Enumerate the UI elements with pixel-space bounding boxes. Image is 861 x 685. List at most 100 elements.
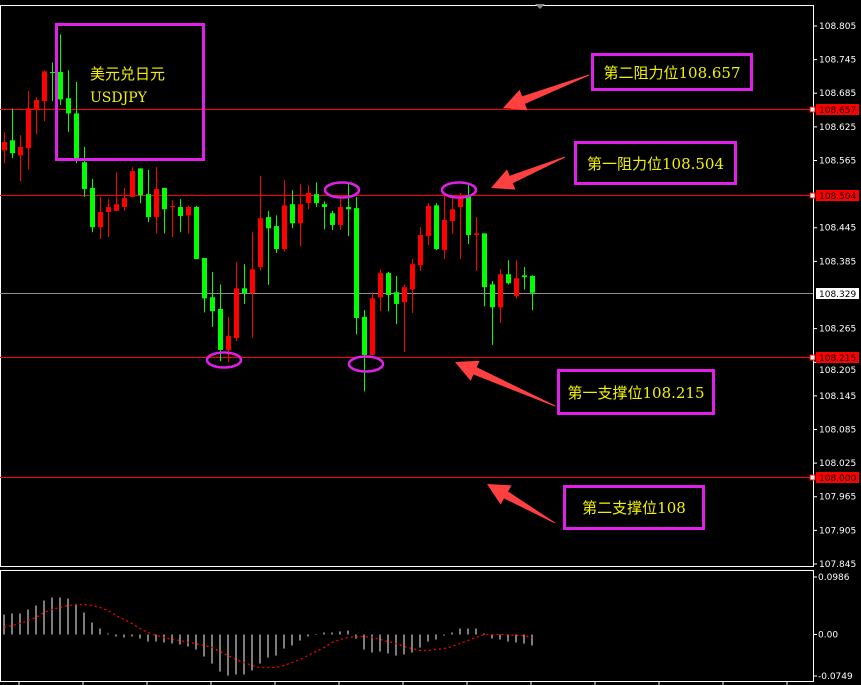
candle-body — [274, 226, 279, 250]
highlight-ellipse — [323, 181, 361, 199]
level-line-handle — [809, 192, 816, 199]
candle-body — [442, 219, 447, 251]
chart-shift-marker-icon — [535, 4, 545, 9]
indicator-panel-frame — [0, 570, 814, 682]
candle-body — [210, 297, 215, 312]
level-tag — [816, 190, 859, 201]
candle-body — [250, 269, 255, 294]
macd-signal-line — [3, 603, 533, 669]
candle-body — [34, 99, 39, 109]
highlight-ellipse — [205, 351, 243, 369]
level-tag — [816, 352, 859, 363]
candle-body — [282, 205, 287, 250]
candle-body — [186, 207, 191, 216]
candle-body — [66, 98, 71, 114]
price-tick-label: 108.445 — [819, 224, 856, 234]
candle-body — [410, 264, 415, 290]
highlight-ellipse — [347, 355, 385, 373]
candle-body — [146, 194, 151, 218]
candle-body — [370, 298, 375, 355]
candle-body — [242, 288, 247, 294]
macd-tick-label: 0.00 — [818, 631, 838, 641]
level-line-handle — [809, 106, 816, 113]
price-tick-label: 108.685 — [819, 89, 856, 99]
highlight-ellipse — [440, 181, 478, 199]
candle-body — [394, 292, 399, 304]
candle-body — [322, 204, 327, 208]
candle-body — [386, 273, 391, 295]
candle-body — [346, 207, 351, 210]
candle-body — [362, 316, 367, 355]
arrow-icon — [491, 156, 566, 190]
price-tick-label: 108.565 — [819, 156, 856, 166]
candle-body — [90, 187, 95, 228]
candle-body — [154, 189, 159, 218]
candle-body — [306, 192, 311, 204]
support-1-label: 第一支撑位108.215 — [557, 369, 715, 415]
candle-body — [506, 274, 511, 284]
level-tag-label: 108.000 — [819, 474, 856, 484]
price-tick-label: 108.625 — [819, 123, 856, 133]
main-panel-frame — [0, 5, 814, 567]
candle-body — [466, 195, 471, 236]
candle-body — [226, 335, 231, 350]
candle-body — [426, 205, 431, 237]
candle-body — [314, 194, 319, 204]
candle-body — [50, 71, 55, 74]
candle-body — [266, 217, 271, 229]
candle-body — [122, 198, 127, 208]
candle-body — [474, 233, 479, 236]
level-tag-label: 108.657 — [819, 106, 856, 116]
candle-body — [106, 207, 111, 213]
price-tick-label: 108.805 — [819, 22, 856, 32]
candle-body — [114, 204, 119, 211]
candle-body — [234, 288, 239, 339]
candle-body — [530, 275, 535, 293]
price-tick-label: 108.385 — [819, 257, 856, 267]
candle-body — [130, 171, 135, 197]
candle-body — [482, 233, 487, 288]
price-tick-label: 108.025 — [819, 459, 856, 469]
candle-body — [2, 142, 7, 151]
candle-body — [458, 196, 463, 208]
price-tick-label: 107.845 — [819, 560, 856, 570]
candle-body — [522, 275, 527, 278]
candle-body — [258, 218, 263, 267]
symbol-name: USDJPY — [90, 90, 147, 106]
candle-body — [378, 273, 383, 298]
level-tag — [816, 104, 859, 115]
candle-body — [490, 284, 495, 308]
candle-body — [290, 204, 295, 224]
candle-body — [330, 213, 335, 225]
level-line-handle — [809, 354, 816, 361]
candle-body — [450, 209, 455, 222]
candle-body — [298, 204, 303, 224]
candle-body — [402, 287, 407, 303]
price-tick-label: 107.905 — [819, 526, 856, 536]
level-tag-label: 108.215 — [819, 354, 856, 364]
candle-body — [194, 207, 199, 260]
candle-body — [74, 113, 79, 160]
arrow-icon — [487, 484, 556, 524]
level-tag — [816, 472, 859, 483]
level-line-handle — [809, 474, 816, 481]
price-tick-label: 108.085 — [819, 425, 856, 435]
candle-body — [82, 162, 87, 190]
candle-body — [354, 208, 359, 318]
arrow-icon — [503, 74, 590, 111]
resistance-1-label: 第一阻力位108.504 — [574, 141, 737, 185]
candle-body — [434, 205, 439, 250]
macd-tick-label: -0.0749 — [818, 672, 853, 682]
price-tick-label: 108.145 — [819, 392, 856, 402]
candle-body — [218, 309, 223, 350]
symbol-title-box: 美元兑日元 USDJPY — [55, 23, 205, 161]
candle-body — [138, 168, 143, 196]
candle-body — [178, 207, 183, 216]
candle-body — [338, 207, 343, 225]
price-tick-label: 107.965 — [819, 493, 856, 503]
symbol-name-cn: 美元兑日元 — [90, 65, 166, 83]
candle-body — [418, 235, 423, 266]
candle-body — [98, 212, 103, 228]
candle-body — [170, 205, 175, 208]
